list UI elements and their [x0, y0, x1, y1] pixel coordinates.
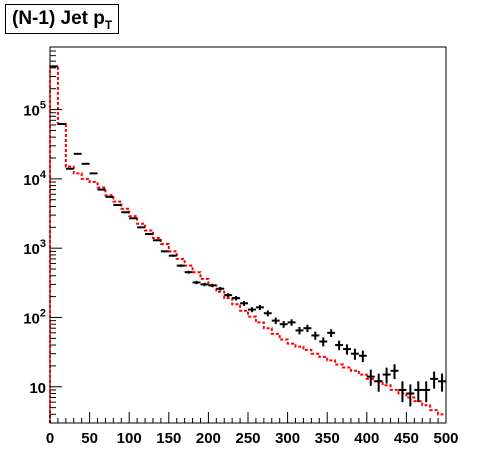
x-tick-label: 150 [156, 430, 181, 447]
data-point [160, 250, 169, 253]
x-tick-label: 100 [117, 430, 142, 447]
data-point [232, 296, 241, 301]
data-point [303, 324, 312, 333]
data-point [255, 304, 264, 311]
data-point [366, 369, 375, 386]
data-point [374, 373, 383, 392]
y-tick-label-exponent: 3 [40, 238, 46, 250]
data-point [311, 331, 320, 340]
y-tick-label-exponent: 5 [40, 100, 46, 112]
y-tick-label-base: 10 [23, 172, 40, 189]
data-point [287, 319, 296, 326]
y-tick-label: 10 [29, 380, 46, 397]
data-point [335, 340, 344, 351]
data-point [176, 264, 185, 267]
data-point [350, 348, 359, 360]
data-point [438, 373, 446, 392]
axes: 0 50 100 150 200 250 300 350 400 450 5001010210310… [23, 46, 459, 447]
data-point [105, 195, 114, 198]
y-tick-label-base: 10 [23, 241, 40, 258]
data-point [168, 254, 177, 257]
y-tick-label: 102 [23, 307, 46, 327]
data-point [152, 239, 161, 242]
data-point [200, 282, 209, 287]
chart-title-main: (N-1) Jet p [12, 8, 105, 29]
data-point [343, 344, 351, 355]
plot-area [49, 46, 447, 424]
y-tick-label-exponent: 4 [40, 169, 47, 181]
data-point [358, 350, 367, 363]
y-tick-label: 103 [23, 238, 46, 258]
data-point [382, 367, 391, 384]
data-point [137, 226, 146, 229]
y-tick-label: 104 [23, 169, 47, 189]
data-point [216, 286, 225, 291]
x-tick-label: 500 [433, 430, 458, 447]
data-point [398, 381, 407, 403]
x-tick-label: 200 [196, 430, 221, 447]
data-point [240, 300, 248, 306]
x-tick-label: 0 [46, 430, 54, 447]
data-point [121, 211, 130, 214]
data-point [224, 293, 233, 298]
y-tick-label-base: 10 [29, 380, 46, 397]
chart-title: (N-1) Jet pT [5, 4, 120, 34]
x-tick-label: 50 [81, 430, 98, 447]
data-point [113, 203, 122, 206]
data-point [295, 326, 304, 335]
data-point [145, 233, 153, 236]
x-tick-label: 300 [275, 430, 300, 447]
y-tick-label-base: 10 [23, 103, 40, 120]
data-point [97, 188, 106, 191]
data-point [327, 329, 336, 337]
data-point [184, 270, 193, 274]
data-point [430, 371, 439, 389]
data-point [65, 167, 74, 170]
data-point [271, 317, 280, 324]
data-point [208, 283, 217, 288]
data-points [50, 65, 446, 407]
data-point [89, 172, 98, 175]
y-tick-label-base: 10 [23, 310, 40, 327]
data-point [192, 280, 201, 285]
data-point [414, 381, 423, 403]
x-tick-label: 350 [315, 430, 340, 447]
data-point [422, 381, 431, 403]
data-point [390, 364, 399, 380]
y-tick-label-exponent: 2 [40, 307, 46, 319]
data-point [406, 384, 415, 407]
y-tick-label: 105 [23, 100, 46, 120]
x-tick-label: 250 [235, 430, 260, 447]
data-point [129, 217, 138, 220]
data-point [248, 307, 256, 313]
data-point [319, 337, 328, 347]
chart-title-sub: T [104, 18, 113, 32]
data-point [279, 320, 288, 328]
data-point [263, 310, 272, 317]
x-tick-label: 400 [354, 430, 379, 447]
plot-frame [49, 46, 447, 424]
x-tick-label: 450 [394, 430, 419, 447]
